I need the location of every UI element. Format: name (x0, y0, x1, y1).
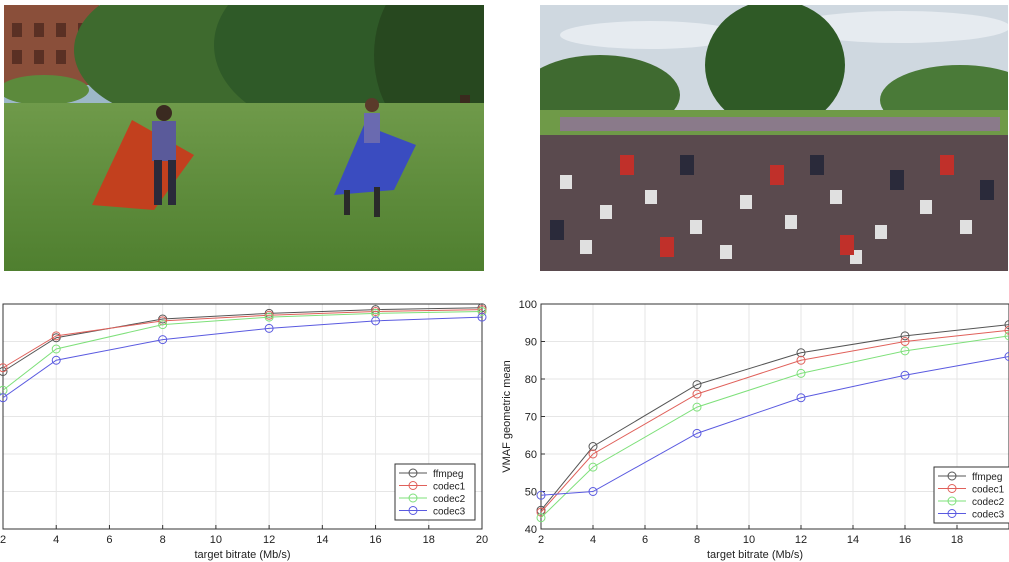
legend-marker-ffmpeg (408, 468, 418, 478)
x-tick-label: 16 (899, 534, 911, 546)
x-tick-label: 12 (795, 534, 807, 546)
series-line-codec3 (2, 316, 483, 399)
legend-label-codec2: codec2 (972, 497, 1005, 508)
y-tick-label: 60 (525, 449, 537, 461)
x-tick-label: 2 (0, 534, 6, 546)
data-point-codec1 (588, 449, 598, 459)
data-point-codec2 (477, 307, 487, 316)
legend-marker-codec1 (947, 484, 957, 493)
legend-label-codec2: codec2 (433, 494, 466, 505)
x-tick-label: 18 (423, 534, 435, 546)
data-point-codec3 (371, 316, 381, 326)
legend-label-ffmpeg: ffmpeg (972, 472, 1002, 483)
y-tick-label: 80 (525, 374, 537, 386)
data-point-codec3 (158, 335, 168, 345)
legend-marker-codec3 (947, 509, 957, 518)
photo-crowd-run-scene (540, 5, 1008, 271)
x-tick-label: 2 (538, 534, 544, 546)
x-tick-label: 6 (106, 534, 112, 546)
x-tick-label: 14 (847, 534, 859, 546)
photo-park-costume-scene (4, 5, 484, 271)
data-point-codec2 (588, 462, 598, 472)
x-tick-label: 8 (160, 534, 166, 546)
data-point-codec3 (536, 490, 546, 500)
data-point-codec1 (536, 507, 546, 517)
y-tick-label: 40 (525, 524, 537, 536)
y-tick-label: 70 (525, 412, 537, 424)
crowd-scene-illustration (540, 5, 1008, 271)
series-line-codec1 (540, 329, 1009, 513)
legend-label-codec1: codec1 (433, 482, 466, 493)
legend-label-ffmpeg: ffmpeg (433, 469, 463, 480)
park-scene-illustration (4, 5, 484, 271)
data-point-codec2 (536, 513, 546, 523)
x-tick-label: 12 (263, 534, 275, 546)
data-point-ffmpeg (900, 331, 910, 341)
y-axis-label: VMAF geometric mean (501, 360, 513, 472)
x-tick-label: 6 (642, 534, 648, 546)
data-point-codec3 (51, 355, 61, 365)
data-point-codec2 (692, 402, 702, 412)
data-point-codec3 (588, 487, 598, 496)
data-point-codec3 (264, 323, 274, 333)
data-point-codec3 (477, 312, 487, 322)
data-point-codec1 (0, 363, 8, 373)
series-line-ffmpeg (2, 307, 483, 372)
x-tick-label: 10 (210, 534, 222, 546)
data-point-codec3 (900, 370, 910, 380)
data-point-codec2 (1004, 331, 1009, 341)
data-point-codec1 (900, 337, 910, 346)
data-point-codec2 (900, 346, 910, 356)
y-tick-label: 50 (525, 487, 537, 499)
data-point-codec2 (51, 344, 61, 354)
legend-marker-codec3 (408, 506, 418, 515)
legend-label-codec1: codec1 (972, 485, 1005, 496)
data-point-codec2 (264, 312, 274, 322)
legend-marker-codec2 (947, 496, 957, 506)
data-point-codec1 (692, 389, 702, 399)
series-line-codec3 (540, 356, 1009, 496)
data-point-codec2 (796, 368, 806, 378)
data-point-codec1 (796, 355, 806, 365)
y-tick-label: 100 (519, 299, 537, 311)
x-tick-label: 20 (476, 534, 488, 546)
x-tick-label: 14 (316, 534, 328, 546)
series-line-codec2 (540, 335, 1009, 519)
x-tick-label: 16 (369, 534, 381, 546)
legend-label-codec3: codec3 (972, 510, 1005, 521)
x-tick-label: 10 (743, 534, 755, 546)
data-point-codec3 (0, 393, 8, 403)
x-tick-label: 4 (53, 534, 59, 546)
x-axis-label: target bitrate (Mb/s) (707, 549, 803, 561)
data-point-codec3 (692, 428, 702, 438)
series-line-codec1 (2, 309, 483, 369)
data-point-codec2 (158, 320, 168, 330)
plot-frame (2, 303, 483, 530)
legend-marker-codec1 (408, 481, 418, 490)
series-line-codec2 (2, 311, 483, 391)
x-axis-label: target bitrate (Mb/s) (195, 549, 291, 561)
x-tick-label: 18 (951, 534, 963, 546)
data-point-codec1 (51, 331, 61, 341)
legend-marker-codec2 (408, 493, 418, 503)
x-tick-label: 8 (694, 534, 700, 546)
legend-marker-ffmpeg (947, 471, 957, 481)
legend-label-codec3: codec3 (433, 507, 466, 518)
data-point-codec1 (1004, 325, 1009, 335)
x-tick-label: 4 (590, 534, 596, 546)
data-point-codec3 (796, 393, 806, 403)
data-point-ffmpeg (1004, 320, 1009, 330)
series-line-ffmpeg (540, 324, 1009, 511)
data-point-ffmpeg (692, 380, 702, 390)
data-point-codec3 (1004, 352, 1009, 361)
y-tick-label: 90 (525, 337, 537, 349)
